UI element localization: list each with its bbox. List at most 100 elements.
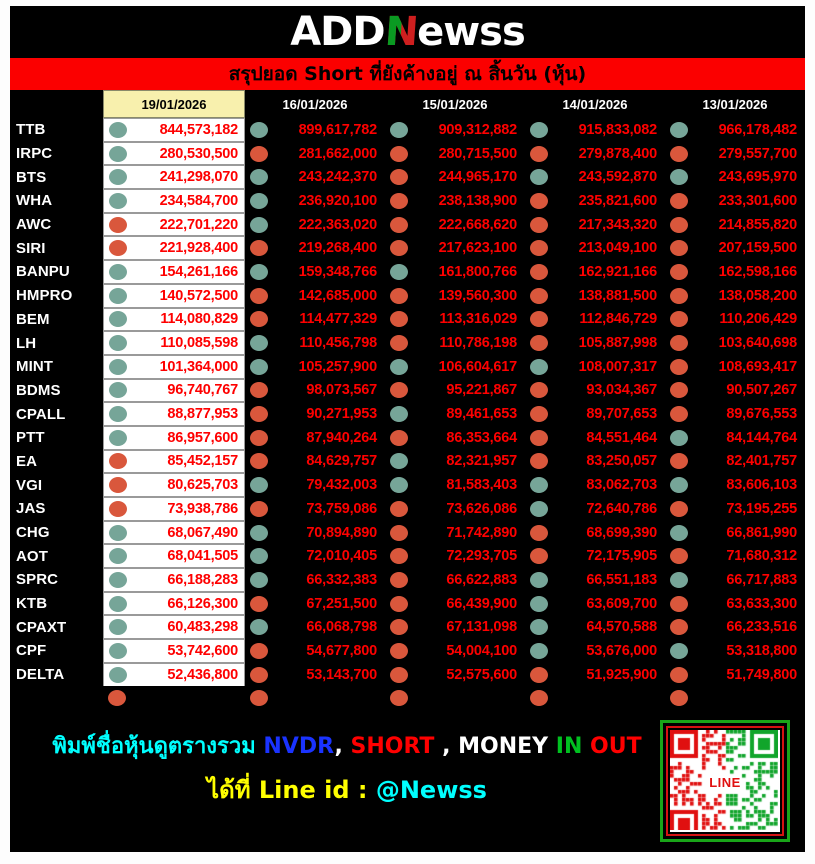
short-value: 213,049,100	[578, 240, 658, 257]
short-value: 233,301,600	[718, 192, 798, 209]
short-value: 83,606,103	[726, 477, 797, 494]
trend-up-icon	[390, 263, 408, 280]
value-cell: 72,293,705	[385, 544, 525, 568]
trend-down-icon	[250, 500, 268, 517]
logo-add: ADD	[290, 9, 385, 55]
trend-up-icon	[670, 477, 688, 494]
short-value: 966,178,482	[718, 121, 798, 138]
footer-out-label: OUT	[590, 734, 642, 759]
value-cell: 235,821,600	[525, 189, 665, 213]
value-cell: 67,131,098	[385, 615, 525, 639]
trend-down-icon	[390, 287, 408, 304]
short-value: 84,551,464	[586, 429, 657, 446]
symbol-label: LH	[16, 334, 37, 352]
value-cell: 221,928,400	[103, 236, 245, 261]
trend-down-icon	[250, 240, 268, 257]
short-value: 67,251,500	[306, 595, 377, 612]
value-cell: 234,584,700	[103, 189, 245, 213]
short-value: 243,592,870	[578, 169, 658, 186]
table-row: BTS 241,298,070 243,242,370 244,965,170 243,…	[10, 165, 805, 190]
value-cell: 83,606,103	[665, 473, 805, 497]
short-value: 66,861,990	[726, 524, 797, 541]
value-cell: 73,759,086	[245, 497, 385, 521]
short-value: 279,878,400	[578, 145, 658, 162]
trend-down-icon	[530, 382, 548, 399]
value-cell: 66,233,516	[665, 615, 805, 639]
footer-line-2: ได้ที่ Line id : @Newss	[32, 770, 662, 809]
trend-up-icon	[390, 477, 408, 494]
table-row: SIRI 221,928,400 219,268,400 217,623,100 213…	[10, 236, 805, 261]
symbol-label: JAS	[16, 500, 46, 518]
trend-down-icon	[670, 689, 688, 706]
table-row: VGI 80,625,703 79,432,003 81,583,403 83,062,…	[10, 473, 805, 497]
value-cell: 72,175,905	[525, 544, 665, 568]
table-row: DELTA 52,436,800 53,143,700 52,575,600 51,92…	[10, 662, 805, 687]
symbol-label: IRPC	[16, 145, 53, 163]
short-value: 84,144,764	[726, 429, 797, 446]
value-cell: 142,685,000	[245, 284, 385, 308]
logo-n-green: N	[383, 12, 403, 52]
short-value: 60,483,298	[167, 619, 238, 636]
value-cell: 238,138,900	[385, 189, 525, 213]
trend-down-icon	[390, 429, 408, 446]
trend-up-icon	[530, 169, 548, 186]
symbol-label: KTB	[16, 595, 48, 613]
trend-down-icon	[108, 689, 126, 706]
table-row: BANPU 154,261,166 159,348,766 161,800,766 16…	[10, 260, 805, 284]
date-header-1: 16/01/2026	[245, 90, 385, 118]
value-cell: 213,049,100	[525, 236, 665, 260]
value-cell: 93,034,367	[525, 379, 665, 403]
value-cell: 236,920,100	[245, 189, 385, 213]
footer-thai-at: ได้ที่	[207, 776, 251, 804]
value-cell: 80,625,703	[103, 473, 245, 497]
short-value: 281,662,000	[298, 145, 378, 162]
table-row: JAS 73,938,786 73,759,086 73,626,086 72,640,…	[10, 497, 805, 521]
short-value: 114,080,829	[160, 311, 238, 328]
short-value: 83,250,057	[586, 453, 657, 470]
value-cell: 68,041,505	[103, 544, 245, 569]
value-cell: 113,316,029	[385, 308, 525, 332]
short-value: 280,530,500	[159, 145, 239, 162]
trend-down-icon	[109, 453, 127, 470]
symbol-label: BEM	[16, 310, 50, 328]
value-cell: 54,677,800	[245, 639, 385, 663]
short-value: 93,034,367	[586, 382, 657, 399]
value-cell: 72,640,786	[525, 497, 665, 521]
value-cell: 222,363,020	[245, 213, 385, 237]
trend-up-icon	[109, 524, 127, 541]
trend-down-icon	[390, 240, 408, 257]
value-cell: 90,271,953	[245, 402, 385, 426]
value-cell: 81,583,403	[385, 473, 525, 497]
trend-down-icon	[109, 500, 127, 517]
short-value: 64,570,588	[586, 619, 657, 636]
value-cell: 66,188,283	[103, 568, 245, 592]
short-value: 243,242,370	[298, 169, 378, 186]
trend-down-icon	[390, 145, 408, 162]
short-value: 162,921,166	[578, 263, 658, 280]
short-value: 79,432,003	[306, 477, 377, 494]
short-outstanding-table: TTB 844,573,182 899,617,782 909,312,882 915,…	[10, 118, 805, 710]
table-row: PTT 86,957,600 87,940,264 86,353,664 84,551,…	[10, 425, 805, 450]
trend-up-icon	[250, 169, 268, 186]
trend-up-icon	[670, 169, 688, 186]
trend-down-icon	[250, 145, 268, 162]
symbol-label: WHA	[16, 192, 53, 210]
short-value: 243,695,970	[718, 169, 798, 186]
trend-up-icon	[530, 642, 548, 659]
value-cell: 98,073,567	[245, 379, 385, 403]
trend-up-icon	[109, 358, 127, 375]
short-value: 72,010,405	[306, 548, 377, 565]
footer-line-id-value[interactable]: @Newss	[375, 776, 487, 804]
value-cell: 72,010,405	[245, 544, 385, 568]
footer-line-id-label: Line id :	[258, 776, 368, 804]
short-value: 221,928,400	[159, 240, 239, 257]
short-value: 154,261,166	[159, 263, 239, 280]
short-value: 159,348,766	[298, 263, 378, 280]
footer-in-label: IN	[555, 734, 583, 759]
short-value: 110,786,198	[439, 335, 517, 352]
trend-up-icon	[390, 121, 408, 138]
short-value: 103,640,698	[718, 335, 798, 352]
line-qr-code[interactable]: LINE	[660, 720, 790, 842]
value-cell: 89,707,653	[525, 402, 665, 426]
